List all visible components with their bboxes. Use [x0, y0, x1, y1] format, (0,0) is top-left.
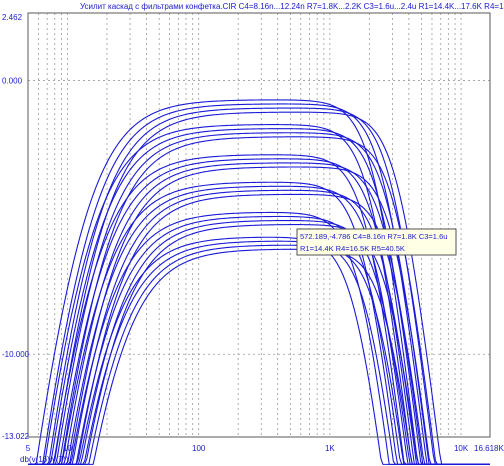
series-line: [28, 103, 490, 465]
series-lines: [28, 99, 490, 465]
annotation-frame: [296, 228, 457, 256]
series-line: [28, 248, 490, 465]
x-tick-label: 5: [26, 444, 31, 453]
y-tick-label: 2.462: [2, 13, 23, 22]
series-line: [28, 193, 490, 465]
annotation-line: R1=14.4K R4=16.5K R5=40.5K: [300, 244, 405, 253]
series-line: [28, 99, 490, 465]
series-line: [28, 111, 490, 465]
x-tick-label: 1K: [325, 444, 335, 453]
series-line: [28, 107, 490, 465]
x-axis-label: db(v(16)/v(7)): [20, 455, 69, 464]
y-tick-label: -10.000: [2, 350, 30, 359]
x-tick-label: 10: [63, 444, 72, 453]
annotation-line: 572.189,-4.786 C4=8.16n R7=1.8K C3=1.6u: [300, 232, 447, 241]
x-tick-label: 10K: [454, 444, 469, 453]
plot-frame: [27, 12, 491, 438]
y-tick-label: 0.000: [2, 76, 23, 85]
series-line: [28, 189, 490, 465]
y-axis-ticks: 2.462 0.000 -10.000 -13.022: [2, 13, 30, 441]
x-axis-max-label: 16.618K: [474, 444, 504, 453]
series-line: [28, 136, 490, 465]
chart-title: Усилит каскад с фильтрами конфетка.CIR C…: [80, 2, 504, 11]
annotation-box: 572.189,-4.786 C4=8.16n R7=1.8K C3=1.6u …: [296, 228, 457, 256]
x-tick-label: 100: [192, 444, 206, 453]
y-tick-label: -13.022: [2, 432, 30, 441]
series-line: [28, 158, 490, 465]
series-line: [28, 128, 490, 465]
x-axis-ticks: 5 10 100 1K 10K: [26, 444, 469, 453]
